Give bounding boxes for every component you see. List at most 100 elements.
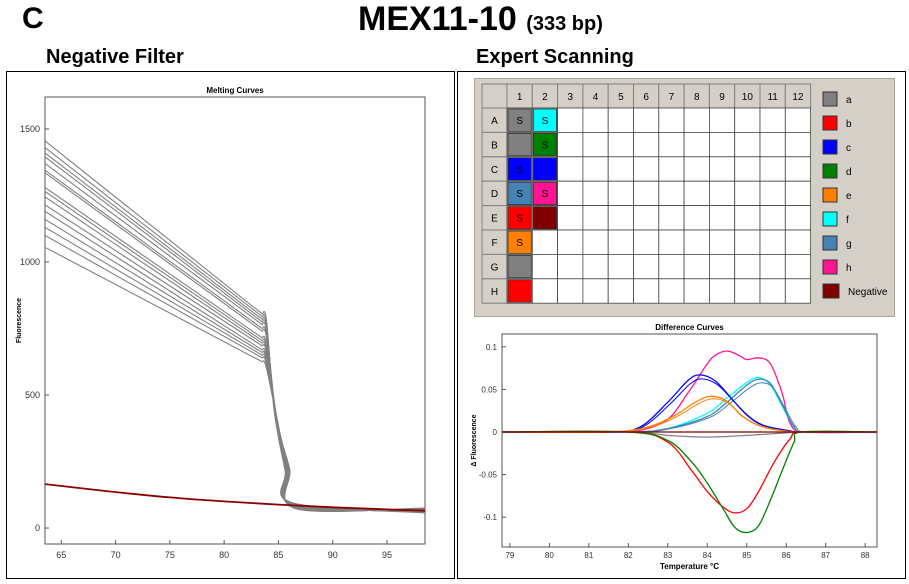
legend-swatch-f — [822, 211, 838, 227]
figure-title: MEX11-10 (333 bp) — [358, 0, 603, 39]
plate-col-header — [582, 83, 609, 109]
melt-x-tick-label: 75 — [165, 550, 175, 560]
plate-well-empty — [531, 253, 558, 280]
plate-col-label: 12 — [792, 92, 804, 103]
plate-well-empty — [683, 131, 710, 158]
plate-well-empty — [734, 253, 761, 280]
plate-col-header — [633, 83, 660, 109]
plate-well-label: S — [516, 214, 523, 225]
plate-well-empty — [607, 278, 634, 304]
plate-well-G1 — [507, 254, 532, 279]
legend-label-c: c — [846, 143, 851, 154]
plate-well-empty — [557, 180, 584, 206]
melt-chart-title: Melting Curves — [206, 86, 264, 95]
right-panel-frame — [457, 71, 906, 579]
plate-well-C2 — [532, 157, 557, 181]
melt-negative-curve — [45, 483, 425, 512]
plate-col-label: 4 — [593, 92, 599, 103]
plate-well-empty — [784, 156, 811, 182]
plate-well-empty — [557, 278, 584, 304]
legend-label-g: g — [846, 239, 852, 250]
plate-row-label: B — [491, 140, 498, 151]
legend-swatch-h — [822, 259, 838, 275]
plate-col-header — [531, 83, 559, 109]
plate-well-empty — [557, 205, 584, 231]
plate-well-empty — [683, 278, 710, 304]
plate-col-label: 1 — [517, 92, 523, 103]
melt-plot-area — [44, 96, 426, 545]
diff-y-tick-label: -0.1 — [483, 513, 497, 522]
plate-col-label: 10 — [742, 92, 754, 103]
diff-x-tick-label: 86 — [782, 551, 791, 560]
plate-well-empty — [633, 229, 660, 255]
legend-swatch-negative — [822, 283, 840, 299]
legend-swatch-b — [822, 115, 838, 131]
diff-x-tick-label: 84 — [703, 551, 712, 560]
figure-title-suffix: (333 bp) — [526, 13, 603, 35]
melt-x-tick-label: 70 — [111, 550, 121, 560]
diff-y-axis-label: Δ Fluorescence — [471, 414, 478, 466]
diff-x-tick-label: 81 — [584, 551, 593, 560]
legend-label-negative: Negative — [848, 287, 888, 298]
melt-x-tick-label: 85 — [273, 550, 283, 560]
plate-well-empty — [734, 156, 761, 182]
diff-curve-b — [502, 430, 877, 514]
plate-col-label: 5 — [618, 92, 624, 103]
plate-row-header — [481, 156, 508, 182]
legend-label-h: h — [846, 263, 852, 274]
plate-well-label: S — [516, 165, 523, 176]
plate-well-empty — [557, 156, 584, 182]
legend-label-a: a — [846, 95, 852, 106]
plate-well-B1 — [507, 132, 532, 157]
plate-well-A1 — [507, 108, 532, 132]
plate-col-label: 6 — [643, 92, 649, 103]
legend-swatch-c — [822, 139, 838, 155]
plate-well-empty — [633, 278, 660, 304]
legend-swatch-a — [822, 91, 838, 107]
plate-well-empty — [582, 253, 609, 280]
plate-well-empty — [683, 229, 710, 255]
diff-y-tick-label: 0 — [493, 428, 498, 437]
left-panel-frame — [6, 71, 455, 579]
diff-curve-d — [502, 430, 877, 534]
plate-well-empty — [607, 107, 634, 133]
plate-row-label: E — [491, 214, 498, 225]
plate-well-empty — [658, 253, 685, 280]
plate-well-H1 — [507, 279, 532, 303]
plate-row-label: C — [491, 165, 498, 176]
diff-curve-g-replicate — [503, 382, 877, 433]
plate-well-empty — [784, 253, 811, 280]
melt-y-tick-label: 500 — [25, 390, 40, 400]
plate-row-label: G — [491, 262, 499, 273]
plate-well-empty — [633, 205, 660, 231]
diff-x-tick-label: 85 — [742, 551, 751, 560]
plate-row-label: D — [491, 189, 498, 200]
plate-well-label: S — [516, 189, 523, 200]
plate-well-C1 — [507, 157, 532, 181]
plate-well-empty — [784, 131, 811, 158]
plate-row-label: H — [491, 287, 498, 298]
left-panel-heading: Negative Filter — [46, 46, 184, 68]
diff-y-tick-label: -0.05 — [479, 471, 498, 480]
diff-x-tick-label: 80 — [545, 551, 554, 560]
melt-sample-curve — [45, 246, 425, 513]
plate-well-empty — [582, 156, 609, 182]
plate-well-empty — [582, 205, 609, 231]
plate-well-empty — [582, 278, 609, 304]
diff-y-tick-label: 0.05 — [481, 385, 497, 394]
plate-well-empty — [734, 205, 761, 231]
plate-well-D1 — [507, 181, 532, 205]
diff-x-tick-label: 79 — [505, 551, 514, 560]
plate-well-empty — [658, 278, 685, 304]
plate-well-empty — [607, 205, 634, 231]
legend-label-f: f — [846, 215, 849, 226]
plate-col-label: 11 — [767, 92, 778, 103]
diff-x-tick-label: 83 — [663, 551, 672, 560]
plate-col-label: 9 — [719, 92, 725, 103]
diff-chart-title: Difference Curves — [655, 323, 724, 332]
plate-col-header — [683, 83, 710, 109]
plate-well-empty — [759, 156, 786, 182]
plate-well-empty — [633, 180, 660, 206]
plate-well-label: S — [542, 189, 549, 200]
